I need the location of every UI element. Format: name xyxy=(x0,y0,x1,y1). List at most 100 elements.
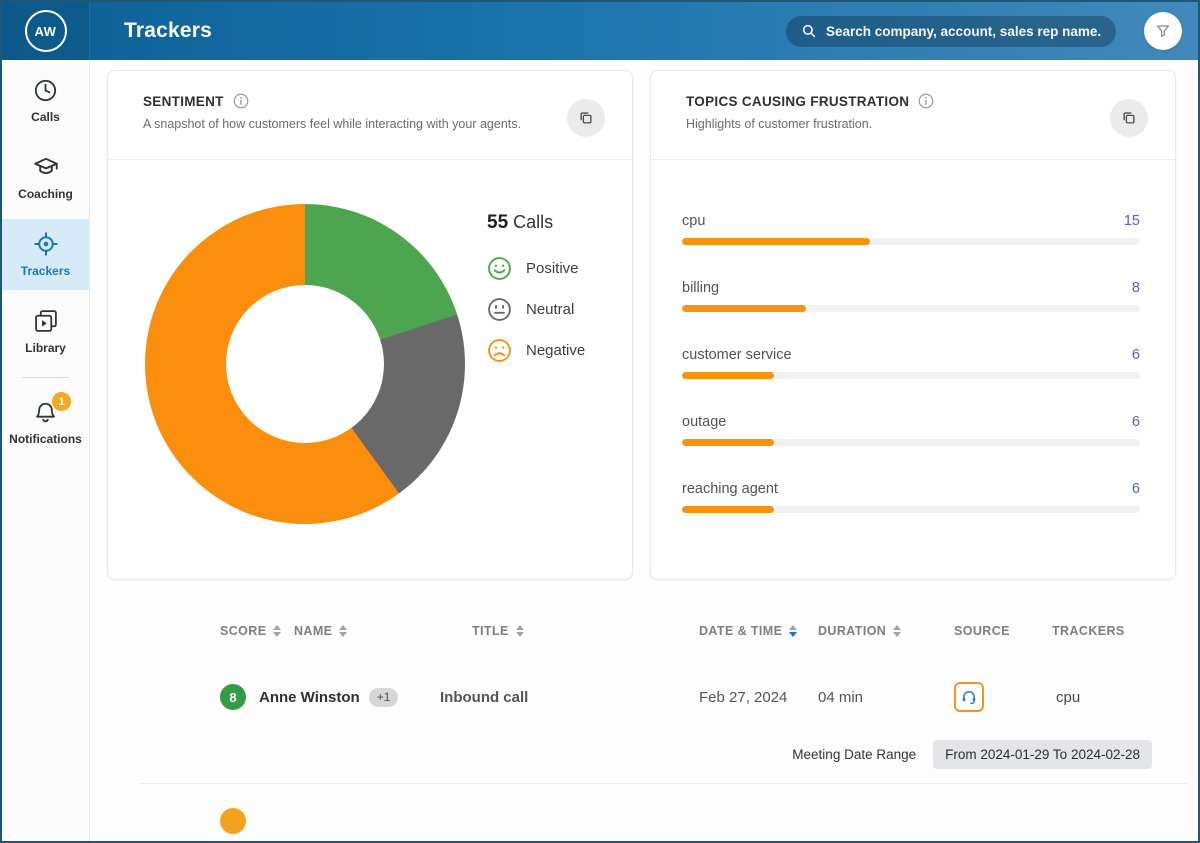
topics-card-subtitle: Highlights of customer frustration. xyxy=(686,117,873,131)
topics-card: TOPICS CAUSING FRUSTRATION Highlights of… xyxy=(650,70,1176,580)
topic-label: outage xyxy=(682,414,727,430)
clock-icon xyxy=(32,77,59,104)
info-icon[interactable] xyxy=(917,92,935,110)
topic-count[interactable]: 6 xyxy=(1131,481,1140,497)
topic-bar-fill xyxy=(682,305,806,312)
topic-row-billing[interactable]: billing 8 xyxy=(682,280,1140,312)
name-cell[interactable]: Anne Winston +1 xyxy=(259,687,440,707)
topic-label: customer service xyxy=(682,347,792,363)
call-title-cell[interactable]: Inbound call xyxy=(440,688,529,706)
sidebar-item-label: Notifications xyxy=(9,432,82,446)
source-cell xyxy=(954,682,1052,712)
sidebar-item-label: Coaching xyxy=(18,187,73,201)
smiley-positive-icon xyxy=(487,256,512,281)
source-call-chip[interactable] xyxy=(954,682,984,712)
target-icon xyxy=(32,230,60,258)
search-icon xyxy=(800,22,818,40)
topic-bar-track xyxy=(682,439,1140,446)
copy-chart-button[interactable] xyxy=(567,99,605,137)
sentiment-card: SENTIMENT A snapshot of how customers fe… xyxy=(107,70,633,580)
smiley-negative-icon xyxy=(487,338,512,363)
sidebar-item-calls[interactable]: Calls xyxy=(2,66,89,136)
sidebar-item-library[interactable]: Library xyxy=(2,296,89,367)
sidebar-divider xyxy=(22,377,69,378)
column-label: DATE & TIME xyxy=(699,624,783,638)
column-header-trackers: TRACKERS xyxy=(1052,624,1187,638)
legend-label: Positive xyxy=(526,260,579,277)
trackers-cell: cpu xyxy=(1056,688,1081,706)
topic-count[interactable]: 6 xyxy=(1131,414,1140,430)
library-icon xyxy=(32,307,60,335)
topic-bar-fill xyxy=(682,506,774,513)
search-input[interactable] xyxy=(826,23,1102,39)
calls-table: SCORE NAME TITLE DATE & TIME xyxy=(140,624,1187,834)
filter-button[interactable] xyxy=(1144,12,1182,50)
topic-count[interactable]: 8 xyxy=(1131,280,1140,296)
topic-row-customer-service[interactable]: customer service 6 xyxy=(682,347,1140,379)
search-bar[interactable] xyxy=(786,15,1116,47)
topic-count[interactable]: 6 xyxy=(1131,347,1140,363)
sidebar-item-label: Trackers xyxy=(20,264,71,278)
sentiment-chart-area: 55 Calls xyxy=(108,160,632,524)
legend-label: Negative xyxy=(526,342,586,359)
legend-label: Neutral xyxy=(526,301,575,318)
notification-badge: 1 xyxy=(52,392,71,411)
duration-cell: 04 min xyxy=(818,688,864,706)
sort-icon-active-desc[interactable] xyxy=(789,625,798,637)
graduation-cap-icon xyxy=(32,153,60,181)
column-label: DURATION xyxy=(818,624,887,638)
copy-icon xyxy=(1120,109,1138,127)
column-label: SCORE xyxy=(220,624,267,638)
sidebar: Calls Coaching xyxy=(2,60,90,841)
topic-bar-track xyxy=(682,372,1140,379)
sidebar-item-notifications[interactable]: 1 Notifications xyxy=(2,388,89,458)
score-badge xyxy=(220,808,246,834)
sidebar-item-coaching[interactable]: Coaching xyxy=(2,142,89,213)
sort-icon[interactable] xyxy=(273,625,282,637)
column-header-score[interactable]: SCORE xyxy=(220,624,294,638)
legend-item-positive: Positive xyxy=(487,256,585,281)
topic-bar-fill xyxy=(682,238,870,245)
sentiment-donut[interactable] xyxy=(145,204,465,524)
meeting-date-range-row: Meeting Date Range From 2024-01-29 To 20… xyxy=(140,740,1187,769)
topics-list: cpu 15 billing 8 xyxy=(651,160,1175,548)
topic-row-outage[interactable]: outage 6 xyxy=(682,414,1140,446)
headset-icon xyxy=(960,688,978,706)
avatar[interactable]: AW xyxy=(24,10,67,52)
sentiment-card-title: SENTIMENT xyxy=(143,93,224,109)
topics-card-title: TOPICS CAUSING FRUSTRATION xyxy=(686,93,910,109)
sidebar-item-label: Library xyxy=(25,341,66,355)
topics-card-header: TOPICS CAUSING FRUSTRATION Highlights of… xyxy=(651,71,1175,160)
column-label: TITLE xyxy=(472,624,509,638)
participant-name[interactable]: Anne Winston xyxy=(259,688,360,706)
info-icon[interactable] xyxy=(232,92,250,110)
sort-icon[interactable] xyxy=(339,625,348,637)
column-header-title[interactable]: TITLE xyxy=(472,624,699,638)
copy-chart-button[interactable] xyxy=(1110,99,1148,137)
smiley-neutral-icon xyxy=(487,297,512,322)
sentiment-card-subtitle: A snapshot of how customers feel while i… xyxy=(143,117,521,131)
topic-bar-fill xyxy=(682,372,774,379)
topic-count[interactable]: 15 xyxy=(1123,213,1140,229)
sort-icon[interactable] xyxy=(893,625,902,637)
meeting-date-range-label: Meeting Date Range xyxy=(792,747,917,762)
topic-bar-fill xyxy=(682,439,774,446)
extra-participants-badge[interactable]: +1 xyxy=(368,687,399,707)
score-cell: 8 xyxy=(220,684,259,710)
top-header: AW Trackers xyxy=(2,2,1198,60)
topic-row-reaching-agent[interactable]: reaching agent 6 xyxy=(682,481,1140,513)
copy-icon xyxy=(577,109,595,127)
table-row[interactable]: 8 Anne Winston +1 Inbound call Feb 27, 2… xyxy=(140,682,1187,712)
total-calls-count: 55 xyxy=(487,212,509,233)
main-content: SENTIMENT A snapshot of how customers fe… xyxy=(90,60,1198,841)
meeting-date-range-button[interactable]: From 2024-01-29 To 2024-02-28 xyxy=(933,740,1152,769)
column-header-name[interactable]: NAME xyxy=(294,624,472,638)
sidebar-item-trackers[interactable]: Trackers xyxy=(2,219,89,290)
column-header-date-time[interactable]: DATE & TIME xyxy=(699,624,818,638)
column-header-duration[interactable]: DURATION xyxy=(818,624,954,638)
table-row-partial[interactable] xyxy=(140,808,1187,834)
column-label: NAME xyxy=(294,624,333,638)
sort-icon[interactable] xyxy=(515,625,524,637)
topic-row-cpu[interactable]: cpu 15 xyxy=(682,213,1140,245)
avatar-block: AW xyxy=(2,2,90,60)
